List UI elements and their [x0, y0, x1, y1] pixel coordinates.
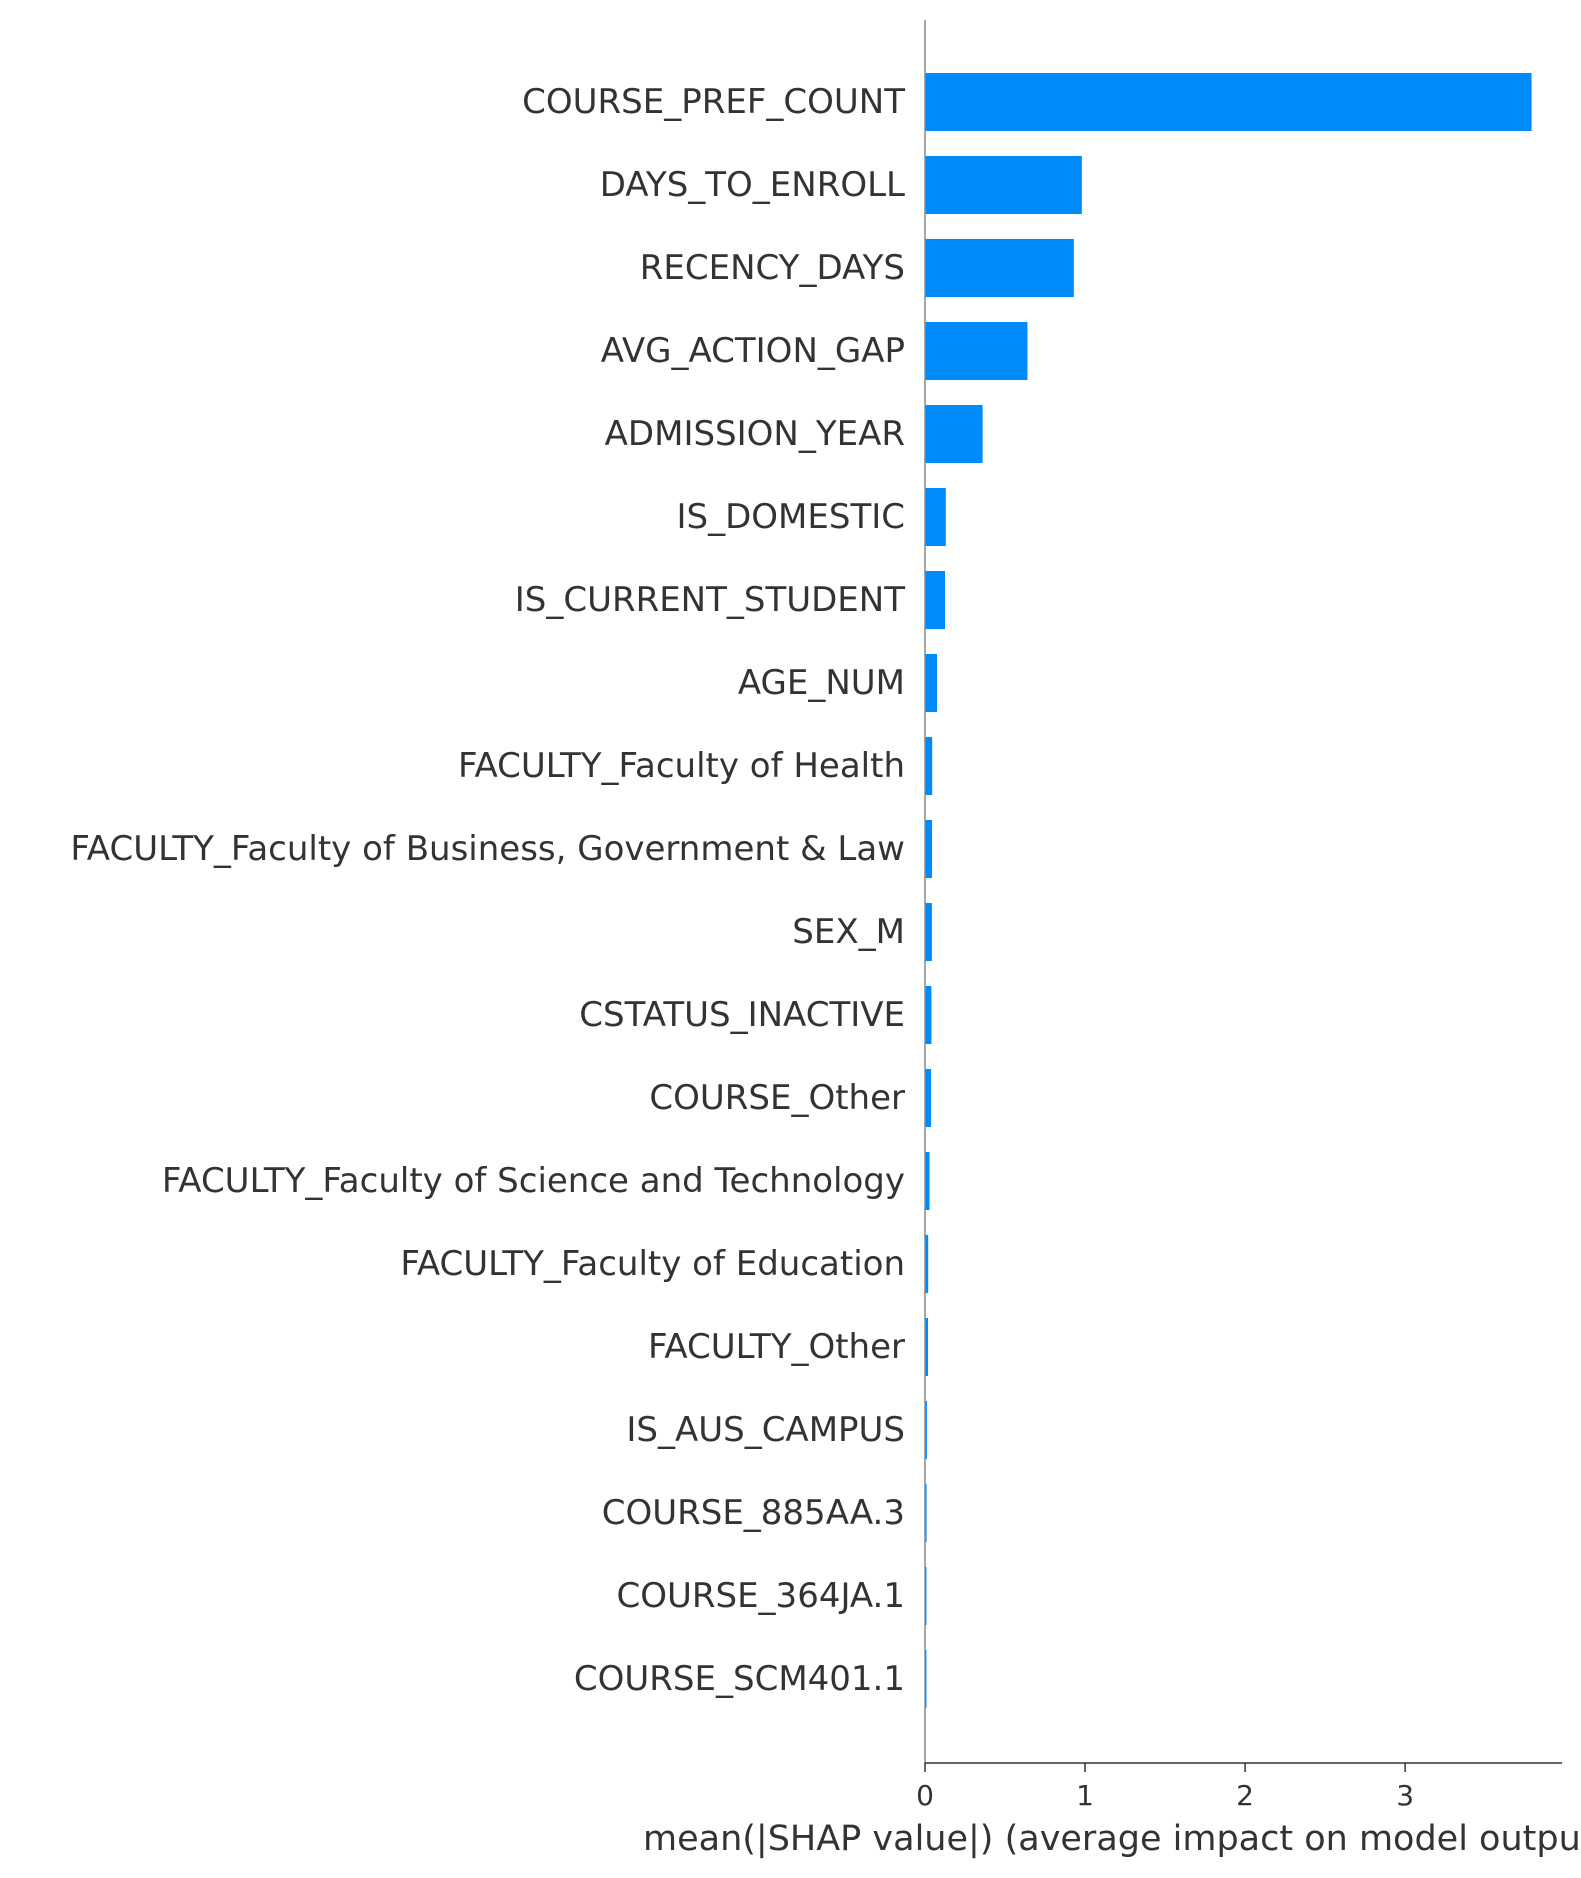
feature-label-6: IS_CURRENT_STUDENT — [515, 580, 906, 620]
feature-label-19: COURSE_SCM401.1 — [574, 1659, 905, 1699]
x-tick-label-3: 3 — [1396, 1779, 1414, 1812]
feature-label-10: SEX_M — [792, 912, 905, 952]
bar-14 — [925, 1235, 929, 1293]
bar-4 — [925, 405, 983, 463]
feature-label-3: AVG_ACTION_GAP — [601, 331, 905, 371]
bars-group — [925, 73, 1532, 1708]
x-axis-label: mean(|SHAP value|) (average impact on mo… — [643, 1819, 1581, 1859]
feature-label-16: IS_AUS_CAMPUS — [626, 1410, 905, 1450]
feature-label-9: FACULTY_Faculty of Business, Government … — [70, 829, 905, 869]
feature-label-0: COURSE_PREF_COUNT — [522, 82, 905, 122]
bar-7 — [925, 654, 938, 712]
feature-label-2: RECENCY_DAYS — [640, 248, 905, 288]
feature-label-14: FACULTY_Faculty of Education — [400, 1244, 905, 1284]
x-tick-label-1: 1 — [1076, 1779, 1094, 1812]
bar-0 — [925, 73, 1532, 131]
x-ticks-group: 0 1 2 3 — [916, 1763, 1414, 1812]
feature-label-11: CSTATUS_INACTIVE — [579, 995, 905, 1035]
bar-10 — [925, 903, 932, 961]
feature-label-15: FACULTY_Other — [648, 1327, 905, 1367]
bar-8 — [925, 737, 933, 795]
bar-6 — [925, 571, 946, 629]
feature-label-12: COURSE_Other — [649, 1078, 905, 1118]
bar-15 — [925, 1318, 929, 1376]
feature-label-18: COURSE_364JA.1 — [616, 1576, 905, 1616]
x-tick-label-2: 2 — [1236, 1779, 1254, 1812]
feature-label-8: FACULTY_Faculty of Health — [458, 746, 905, 786]
feature-label-17: COURSE_885AA.3 — [602, 1493, 905, 1533]
bar-3 — [925, 322, 1028, 380]
feature-labels-group: COURSE_PREF_COUNT DAYS_TO_ENROLL RECENCY_D… — [70, 82, 905, 1699]
feature-label-1: DAYS_TO_ENROLL — [600, 165, 905, 205]
bar-9 — [925, 820, 933, 878]
bar-5 — [925, 488, 946, 546]
feature-label-7: AGE_NUM — [738, 663, 905, 703]
feature-label-5: IS_DOMESTIC — [677, 497, 906, 537]
x-tick-label-0: 0 — [916, 1779, 934, 1812]
bar-13 — [925, 1152, 930, 1210]
feature-label-4: ADMISSION_YEAR — [605, 414, 905, 454]
bar-16 — [925, 1401, 927, 1459]
bar-17 — [925, 1484, 927, 1542]
bar-2 — [925, 239, 1074, 297]
feature-label-13: FACULTY_Faculty of Science and Technolog… — [162, 1161, 905, 1201]
bar-12 — [925, 1069, 932, 1127]
bar-11 — [925, 986, 932, 1044]
bar-1 — [925, 156, 1082, 214]
